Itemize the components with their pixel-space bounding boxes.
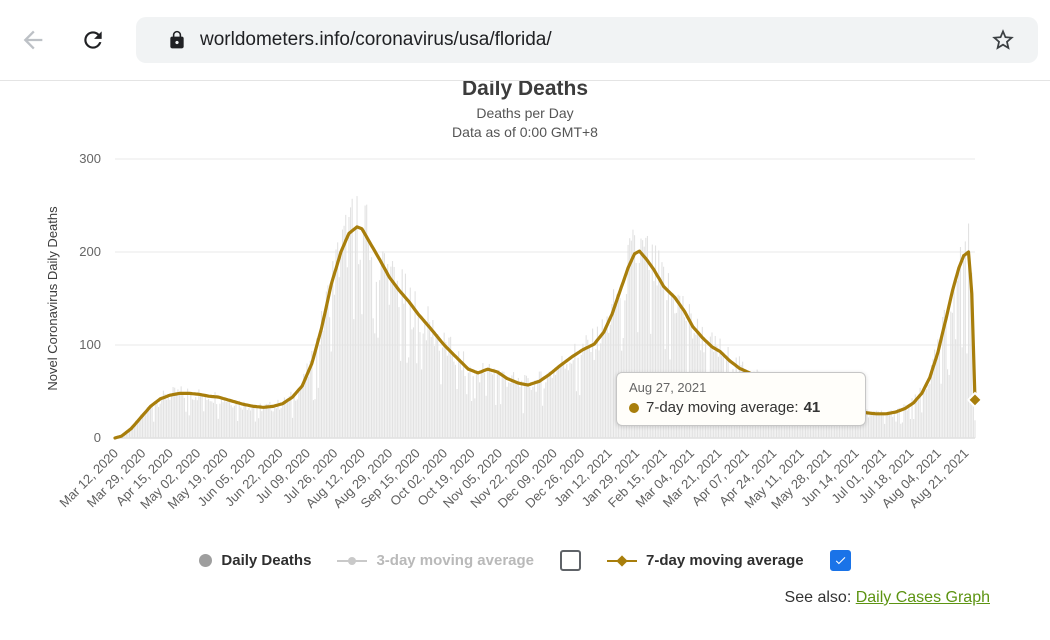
svg-text:100: 100 (79, 337, 101, 352)
legend-daily-deaths-label: Daily Deaths (221, 552, 312, 569)
reload-icon (84, 31, 102, 49)
legend-3day-label: 3-day moving average (376, 552, 535, 569)
url-text[interactable]: worldometers.info/coronavirus/usa/florid… (200, 29, 552, 50)
legend-7day-avg[interactable]: 7-day moving average (607, 552, 804, 569)
tooltip-series-label: 7-day moving average: (646, 399, 799, 416)
chart-page: Daily Deaths Deaths per Day Data as of 0… (0, 76, 1050, 607)
legend-3day-avg[interactable]: 3-day moving average (337, 552, 534, 569)
chart-data-as-of: Data as of 0:00 GMT+8 (452, 124, 598, 140)
tooltip-date: Aug 27, 2021 (629, 380, 707, 395)
reload-button[interactable] (78, 25, 108, 55)
chart-area: 0 100 200 300 Novel Coronavirus Daily Deaths… (0, 144, 1050, 544)
see-also-row: See also: Daily Cases Graph (0, 589, 1050, 607)
legend-daily-deaths[interactable]: Daily Deaths (199, 552, 311, 569)
7day-avg-checkbox[interactable] (829, 550, 851, 571)
daily-deaths-marker-icon (199, 554, 213, 567)
3day-line-marker-icon (337, 554, 368, 567)
tooltip-value: 41 (803, 399, 821, 416)
chart-legend: Daily Deaths 3-day moving average 7-day … (0, 550, 1050, 571)
7day-line-marker-icon (607, 554, 638, 567)
bookmark-star-icon[interactable] (988, 25, 1018, 55)
legend-7day-label: 7-day moving average (646, 552, 804, 569)
chart-title: Daily Deaths (461, 77, 589, 100)
svg-text:200: 200 (79, 244, 101, 259)
checkmark-icon (835, 557, 845, 565)
address-bar[interactable]: worldometers.info/coronavirus/usa/florid… (136, 17, 1038, 63)
svg-text:0: 0 (94, 430, 101, 445)
tooltip-series-row: 7-day moving average: 41 (629, 399, 853, 416)
svg-text:Novel Coronavirus Daily Deaths: Novel Coronavirus Daily Deaths (45, 206, 60, 391)
series-dot-icon (629, 402, 639, 413)
daily-deaths-chart[interactable]: 0 100 200 300 Novel Coronavirus Daily Deaths… (0, 144, 1050, 544)
chart-subtitle: Deaths per Day (476, 105, 574, 121)
chart-tooltip: Aug 27, 2021 7-day moving average: 41 (616, 372, 866, 426)
back-button[interactable] (18, 25, 48, 55)
svg-text:300: 300 (79, 151, 101, 166)
3day-avg-checkbox[interactable] (560, 550, 582, 571)
padlock-icon[interactable] (166, 29, 188, 51)
browser-toolbar: worldometers.info/coronavirus/usa/florid… (0, 0, 1050, 81)
daily-cases-graph-link[interactable]: Daily Cases Graph (855, 589, 990, 606)
see-also-label: See also: (784, 589, 852, 606)
back-arrow-icon (23, 30, 43, 50)
